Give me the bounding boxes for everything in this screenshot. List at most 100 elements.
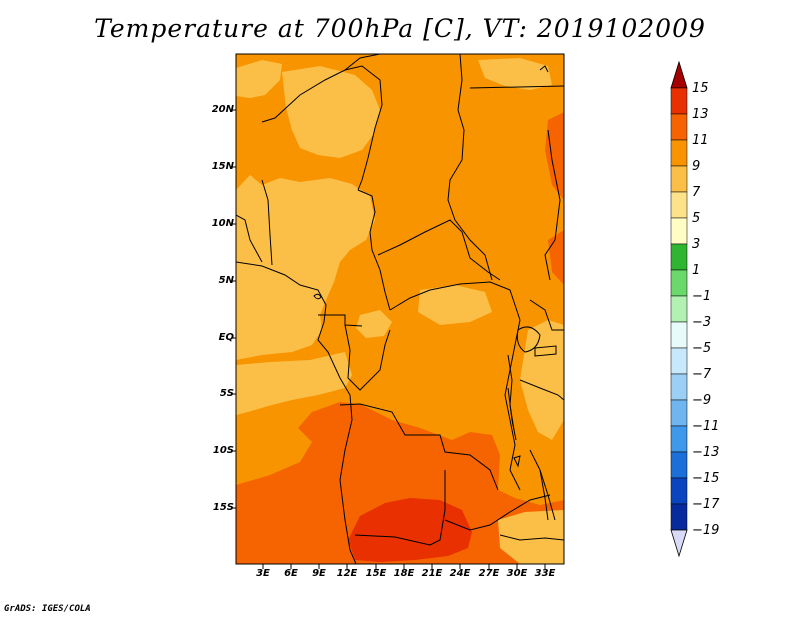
border-ghana-togo [236,214,263,263]
colorbar-label-15: 15 [692,81,709,96]
colorbar-label-m17: −17 [692,497,720,512]
colorbar-label-9: 9 [692,159,701,174]
border-ne-egypt [469,85,564,89]
border-benin [261,179,273,266]
temperature-field [236,54,564,564]
band-11-13-ne-edge [545,112,564,200]
lon-label-6e: 6E [284,568,298,579]
colorbar-swatch-7-9 [670,165,688,193]
border-niger-libya [344,54,381,71]
colorbar-swatch-m15-m13 [670,451,688,479]
colorbar-swatch-9-11 [670,139,688,167]
colorbar-label-3: 3 [692,237,701,252]
border-lake-victoria [516,326,541,353]
border-coast-nile [539,65,549,73]
lon-label-21e: 21E [421,568,443,579]
chart-title: Temperature at 700hPa [C], VT: 201910200… [94,14,706,43]
colorbar-label-5: 5 [692,211,701,226]
lat-label-10n: 10N [211,218,234,229]
lat-label-15n: 15N [211,161,234,172]
colorbar-label-m1: −1 [692,289,712,304]
lat-label-20n: 20N [211,104,234,115]
colorbar-label-1: 1 [692,263,701,278]
border-east-africa [529,299,564,331]
grads-credit: GrADS: IGES/COLA [4,604,91,614]
border-car-south [377,219,501,281]
lon-label-30e: 30E [506,568,528,579]
band-7-9-north [236,60,282,98]
border-lake-small-2 [513,455,521,468]
border-malawi [529,449,556,521]
lat-label-15s: 15S [212,502,234,513]
colorbar-swatch-13-15 [670,87,688,115]
border-angola-zambia [354,470,446,546]
colorbar-swatch-m1-1 [670,269,688,297]
border-lake-malawi [539,469,549,521]
colorbar-label-m3: −3 [692,315,712,330]
border-island [313,293,322,300]
lon-label-33e: 33E [534,568,556,579]
band-7-9-se [498,510,564,564]
lat-label-eq: EQ [218,332,234,343]
country-borders [236,54,564,564]
colorbar-label-11: 11 [692,133,709,148]
band-7-9-west [236,175,375,360]
colorbar-swatch-3-5 [670,217,688,245]
border-tanzania [519,379,564,401]
lat-label-5s: 5S [219,388,234,399]
border-drc-east [504,319,521,491]
colorbar-label-13: 13 [692,107,709,122]
border-chad-sudan [447,54,493,281]
border-zambia-south [444,494,551,531]
colorbar-swatch-11-13 [670,113,688,141]
border-congo [344,324,391,391]
lat-label-10s: 10S [212,445,234,456]
lon-label-3e: 3E [256,568,270,579]
map-frame [235,53,565,565]
lon-label-12e: 12E [336,568,358,579]
colorbar-label-m19: −19 [692,523,720,538]
colorbar-swatch-m19-m17 [670,503,688,531]
lat-label-5n: 5N [218,275,234,286]
colorbar-swatch-m3-m1 [670,295,688,323]
band-7-9-coast [236,352,352,415]
colorbar-top-arrow [670,60,688,89]
border-sudan-ethiopia [544,129,561,281]
lon-label-9e: 9E [312,568,326,579]
band-7-9-sahel [282,66,380,158]
band-7-9-ne [478,58,552,90]
border-lake-small-1 [534,345,557,357]
colorbar-label-m15: −15 [692,471,720,486]
colorbar-swatch-m5-m3 [670,321,688,349]
lat-ticks [231,109,236,509]
colorbar-swatch-5-7 [670,191,688,219]
colorbar-label-m9: −9 [692,393,712,408]
colorbar-label-m5: −5 [692,341,712,356]
colorbar-swatch-m11-m9 [670,399,688,427]
colorbar [670,60,688,558]
lon-label-24e: 24E [449,568,471,579]
colorbar-swatch-m13-m11 [670,425,688,453]
colorbar-bottom-arrow [670,529,688,558]
border-drc-angola [339,403,499,491]
colorbar-swatch-m17-m15 [670,477,688,505]
colorbar-label-m7: −7 [692,367,712,382]
border-mozambique [499,534,564,541]
band-7-9-blob [356,310,392,338]
colorbar-swatch-1-3 [670,243,688,271]
lon-label-15e: 15E [365,568,387,579]
border-car-drc [389,281,521,321]
colorbar-label-7: 7 [692,185,701,200]
colorbar-label-m11: −11 [692,419,720,434]
colorbar-swatch-m9-m7 [670,373,688,401]
lon-label-27e: 27E [478,568,500,579]
border-nigeria-cameroon [357,189,391,311]
band-11-13-south [236,402,564,564]
colorbar-swatch-m7-m5 [670,347,688,375]
lon-ticks [262,564,546,569]
border-lake-tanganyika [507,387,517,441]
band-13-15-core [348,498,472,562]
border-coast-west [236,261,357,564]
border-nigeria-niger [261,65,383,191]
